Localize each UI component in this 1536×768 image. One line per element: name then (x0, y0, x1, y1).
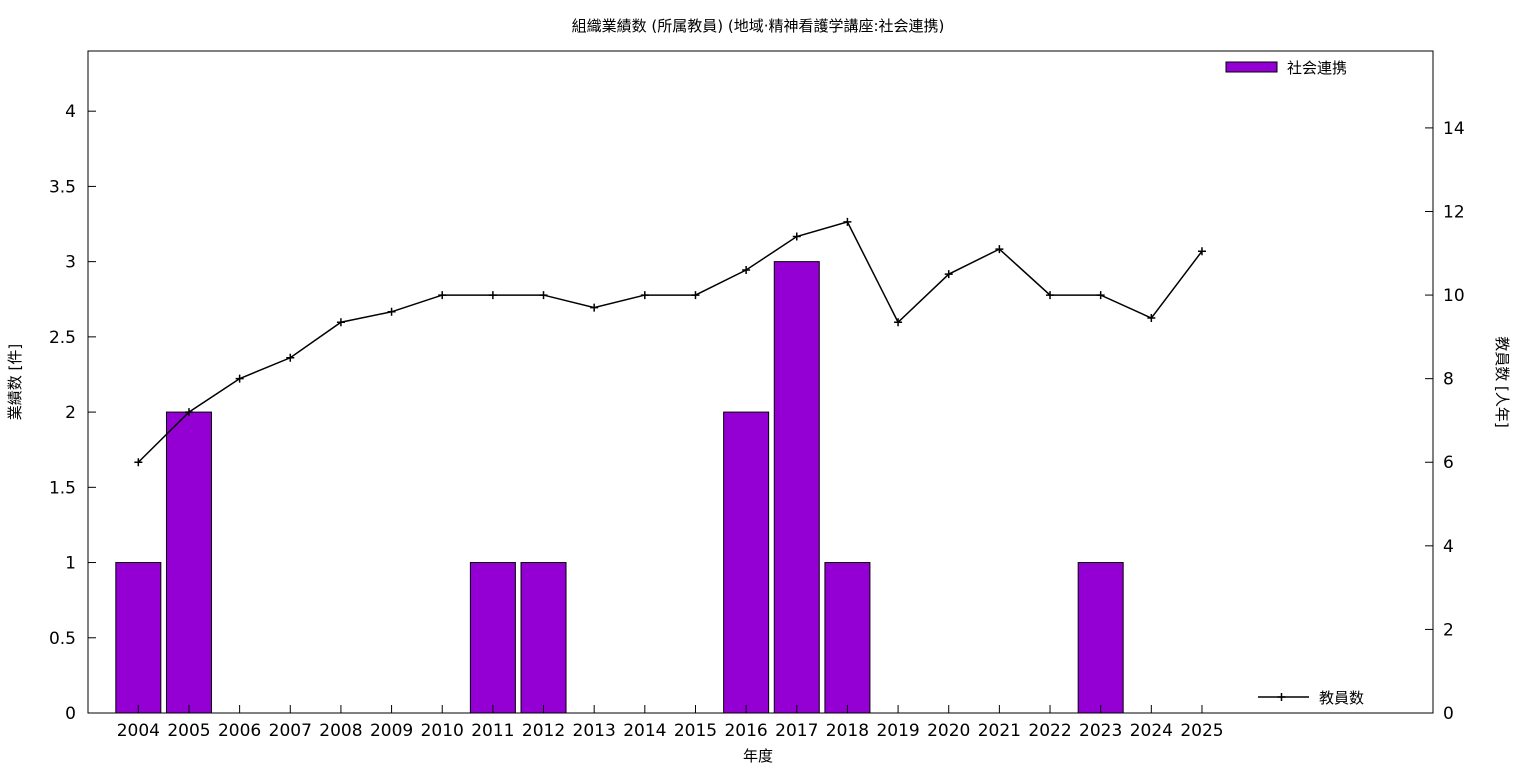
point-2025 (1197, 247, 1206, 256)
x-tick-label: 2018 (826, 721, 869, 741)
point-2020 (944, 270, 953, 279)
series-line (137, 221, 1203, 463)
x-tick-label: 2011 (471, 721, 514, 741)
point-2009 (387, 307, 396, 316)
y2-tick-label: 0 (1443, 704, 1454, 724)
x-tick-label: 2024 (1130, 721, 1173, 741)
point-2010 (438, 291, 447, 300)
x-tick-label: 2022 (1028, 721, 1071, 741)
x-tick-label: 2020 (927, 721, 970, 741)
x-tick-label: 2005 (167, 721, 210, 741)
point-2011 (488, 291, 497, 300)
point-2018 (843, 217, 852, 226)
point-2016 (742, 265, 751, 274)
y2-tick-label: 8 (1443, 370, 1454, 390)
point-2012 (539, 291, 548, 300)
x-tick-label: 2008 (319, 721, 362, 741)
point-2005 (184, 408, 193, 417)
y-tick-label: 2.5 (49, 328, 76, 348)
plot-frame (87, 50, 1434, 714)
y2-tick-label: 10 (1443, 286, 1465, 306)
point-2023 (1096, 291, 1105, 300)
point-2014 (640, 291, 649, 300)
x-tick-label: 2016 (724, 721, 767, 741)
bar-2017 (773, 261, 820, 714)
x-tick-label: 2015 (674, 721, 717, 741)
x-tick-label: 2023 (1079, 721, 1122, 741)
point-2006 (235, 374, 244, 383)
y-tick-label: 1.5 (49, 478, 76, 498)
legend-bar-swatch (1225, 61, 1278, 73)
bar-2012 (520, 562, 567, 714)
point-2022 (1046, 291, 1055, 300)
y-tick-label: 0 (65, 704, 76, 724)
bar-2023 (1077, 562, 1124, 714)
x-tick-label: 2009 (370, 721, 413, 741)
bar-2005 (165, 411, 212, 714)
point-2021 (995, 245, 1004, 254)
chart-title: 組織業績数 (所属教員) (地域·精神看護学講座:社会連携) (572, 17, 945, 35)
y-tick-label: 4 (65, 102, 76, 122)
bar-2004 (115, 562, 162, 714)
point-2015 (691, 291, 700, 300)
point-2024 (1147, 314, 1156, 323)
point-2017 (792, 232, 801, 241)
bar-2011 (469, 562, 516, 714)
point-2008 (336, 318, 345, 327)
bar-2016 (723, 411, 770, 714)
x-tick-label: 2004 (117, 721, 160, 741)
bar-2018 (824, 562, 871, 714)
x-tick-label: 2017 (775, 721, 818, 741)
point-2004 (134, 458, 143, 467)
y-tick-label: 3.5 (49, 177, 76, 197)
x-tick-label: 2012 (522, 721, 565, 741)
y2-tick-label: 12 (1443, 202, 1465, 222)
point-2013 (590, 303, 599, 312)
ticks-layer: 0 0.5 1 1.5 2 2.5 3 3.5 4 0 2 4 6 8 10 12 14 2004 2005 2006… (49, 102, 1465, 741)
y2-axis-label: 教員数 [人年] (1493, 336, 1511, 427)
x-tick-label: 2019 (876, 721, 919, 741)
y2-tick-label: 6 (1443, 453, 1454, 473)
x-tick-label: 2007 (269, 721, 312, 741)
y-tick-label: 1 (65, 554, 76, 574)
x-axis-label: 年度 (743, 747, 773, 765)
x-tick-label: 2025 (1180, 721, 1223, 741)
legend-bar-label: 社会連携 (1287, 59, 1347, 77)
legend-line-marker (1277, 693, 1286, 701)
legend-line-label: 教員数 (1319, 689, 1364, 707)
y-tick-label: 0.5 (49, 629, 76, 649)
y2-tick-label: 2 (1443, 620, 1454, 640)
x-tick-label: 2021 (978, 721, 1021, 741)
x-tick-label: 2006 (218, 721, 261, 741)
y2-tick-label: 14 (1443, 119, 1465, 139)
legend-bar-series: 社会連携 (1225, 59, 1347, 77)
point-2019 (894, 318, 903, 327)
y-tick-label: 2 (65, 403, 76, 423)
y-axis-label: 業績数 [件] (6, 344, 24, 420)
y-tick-label: 3 (65, 253, 76, 273)
point-2007 (286, 353, 295, 362)
x-tick-label: 2013 (573, 721, 616, 741)
bars-layer (115, 261, 1124, 714)
legend-line-series: 教員数 (1258, 689, 1364, 707)
line-layer (134, 217, 1206, 467)
x-tick-label: 2010 (421, 721, 464, 741)
x-tick-label: 2014 (623, 721, 666, 741)
y2-tick-label: 4 (1443, 537, 1454, 557)
